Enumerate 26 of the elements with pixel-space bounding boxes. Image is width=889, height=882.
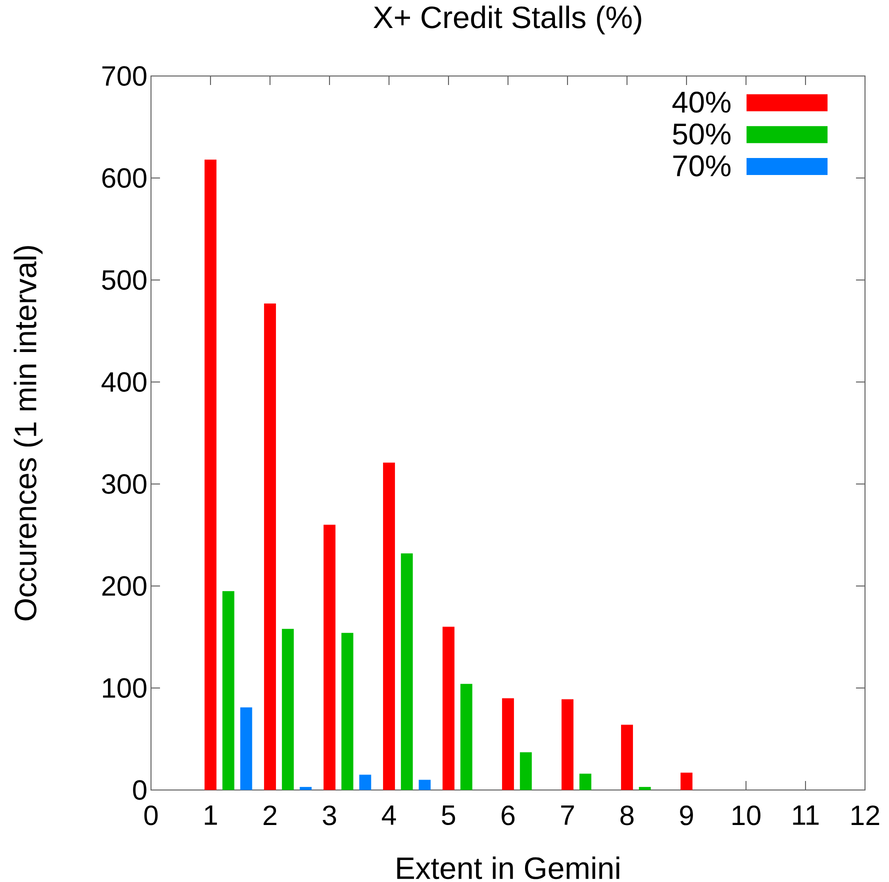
- y-tick-label: 100: [103, 678, 146, 698]
- x-tick-label: 2: [264, 806, 276, 825]
- x-tick-label: 8: [620, 806, 634, 826]
- x-tick-label: 6: [502, 806, 515, 826]
- y-tick-label: 700: [102, 66, 146, 86]
- y-tick-label: 400: [102, 372, 146, 392]
- y-tick-label: 600: [102, 168, 146, 188]
- x-tick-label: 9: [680, 806, 693, 826]
- y-tick-label: 200: [102, 576, 146, 596]
- y-axis-title: Occurences (1 min interval): [14, 246, 43, 620]
- y-tick-label: 500: [102, 270, 146, 290]
- x-tick-label: 11: [793, 806, 819, 825]
- x-tick-label: 4: [382, 806, 396, 825]
- x-tick-label: 5: [442, 806, 456, 825]
- x-tick-label: 7: [561, 806, 574, 825]
- chart-title: X+ Credit Stalls (%): [374, 6, 642, 34]
- legend-label: 50%: [672, 123, 730, 145]
- legend-label: 70%: [673, 155, 730, 176]
- y-tick-label: 0: [133, 780, 146, 800]
- x-tick-label: 3: [322, 806, 336, 826]
- x-tick-label: 12: [852, 806, 880, 825]
- y-tick-label: 300: [102, 474, 146, 494]
- legend-label: 40%: [672, 92, 730, 113]
- x-tick-label: 10: [732, 806, 760, 826]
- x-axis-title: Extent in Gemini: [397, 856, 620, 880]
- x-tick-label: 1: [204, 806, 217, 825]
